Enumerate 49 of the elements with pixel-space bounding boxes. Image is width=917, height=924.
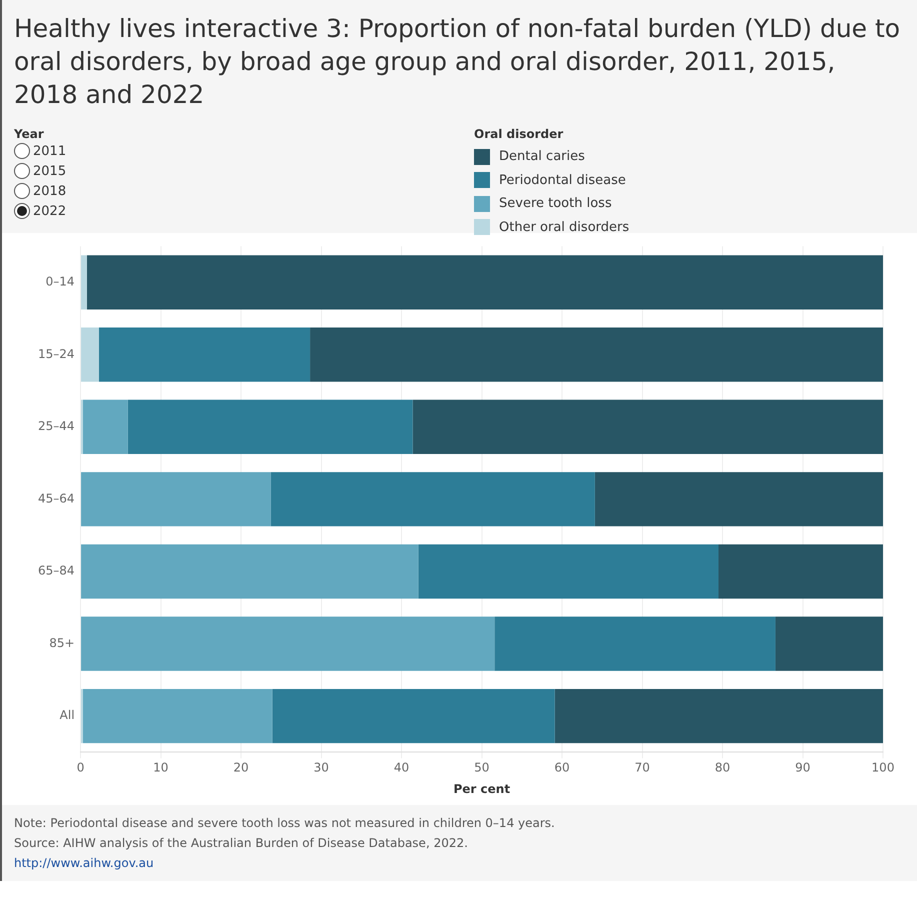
- y-tick-label: 25–44: [38, 419, 75, 434]
- bar: [98, 328, 310, 382]
- legend-label: Severe tooth loss: [499, 196, 612, 212]
- x-tick-label: 10: [153, 760, 168, 775]
- x-tick-label: 20: [233, 760, 249, 775]
- legend-label: Dental caries: [499, 149, 585, 164]
- x-tick-label: 100: [872, 760, 894, 775]
- bar: [718, 544, 883, 599]
- bar: [81, 472, 271, 526]
- bar: [554, 688, 883, 744]
- bar: [775, 616, 883, 671]
- y-tick-label: 45–64: [38, 491, 75, 506]
- bar: [82, 688, 272, 744]
- bar: [86, 255, 883, 310]
- x-tick-label: 0: [76, 760, 84, 775]
- bar: [494, 616, 776, 671]
- y-tick-label: All: [60, 708, 75, 722]
- x-tick-label: 90: [795, 760, 810, 775]
- bar: [81, 544, 418, 599]
- bar: [81, 328, 99, 382]
- bar: [418, 544, 718, 599]
- bar: [412, 400, 883, 454]
- legend-label: Other oral disorders: [499, 220, 630, 235]
- x-tick-label: 30: [314, 760, 329, 775]
- legend-title: Oral disorder: [474, 127, 564, 141]
- chart-title: Healthy lives interactive 3: Proportion of non-fatal burden (YLD) due to oral disorders, by broad age group and oral disorder, 2011, 2015, 2018 and 2022: [14, 13, 902, 111]
- y-tick-label: 15–24: [38, 346, 75, 361]
- text: http://www.aihw.gov.au: [14, 855, 155, 872]
- year-selector: Year 2011 2015 2018 2022: [14, 127, 66, 221]
- x-axis-title: Per cent: [453, 782, 510, 796]
- text: Note: Periodontal disease and severe tooth loss was not measured in children 0–14 years.: [14, 815, 556, 832]
- legend-label: Periodontal disease: [499, 172, 626, 188]
- bar: [272, 688, 555, 744]
- y-tick-label: 0–14: [46, 274, 75, 288]
- x-tick-label: 70: [634, 760, 650, 775]
- y-tick-label: 85+: [49, 636, 75, 650]
- x-tick-label: 80: [714, 760, 730, 775]
- bar: [310, 328, 883, 382]
- bar: [81, 255, 87, 310]
- x-tick-label: 40: [394, 760, 410, 775]
- x-tick-label: 60: [554, 760, 570, 775]
- y-tick-label: 65–84: [38, 564, 75, 578]
- bar: [594, 472, 883, 526]
- bar: [128, 400, 413, 454]
- bar: [82, 400, 128, 454]
- x-tick-label: 50: [474, 760, 490, 775]
- source-note: Source: AIHW analysis of the Australian Burden of Disease Database, 2022.: [14, 835, 469, 852]
- bar: [81, 616, 495, 671]
- bar: [270, 472, 595, 526]
